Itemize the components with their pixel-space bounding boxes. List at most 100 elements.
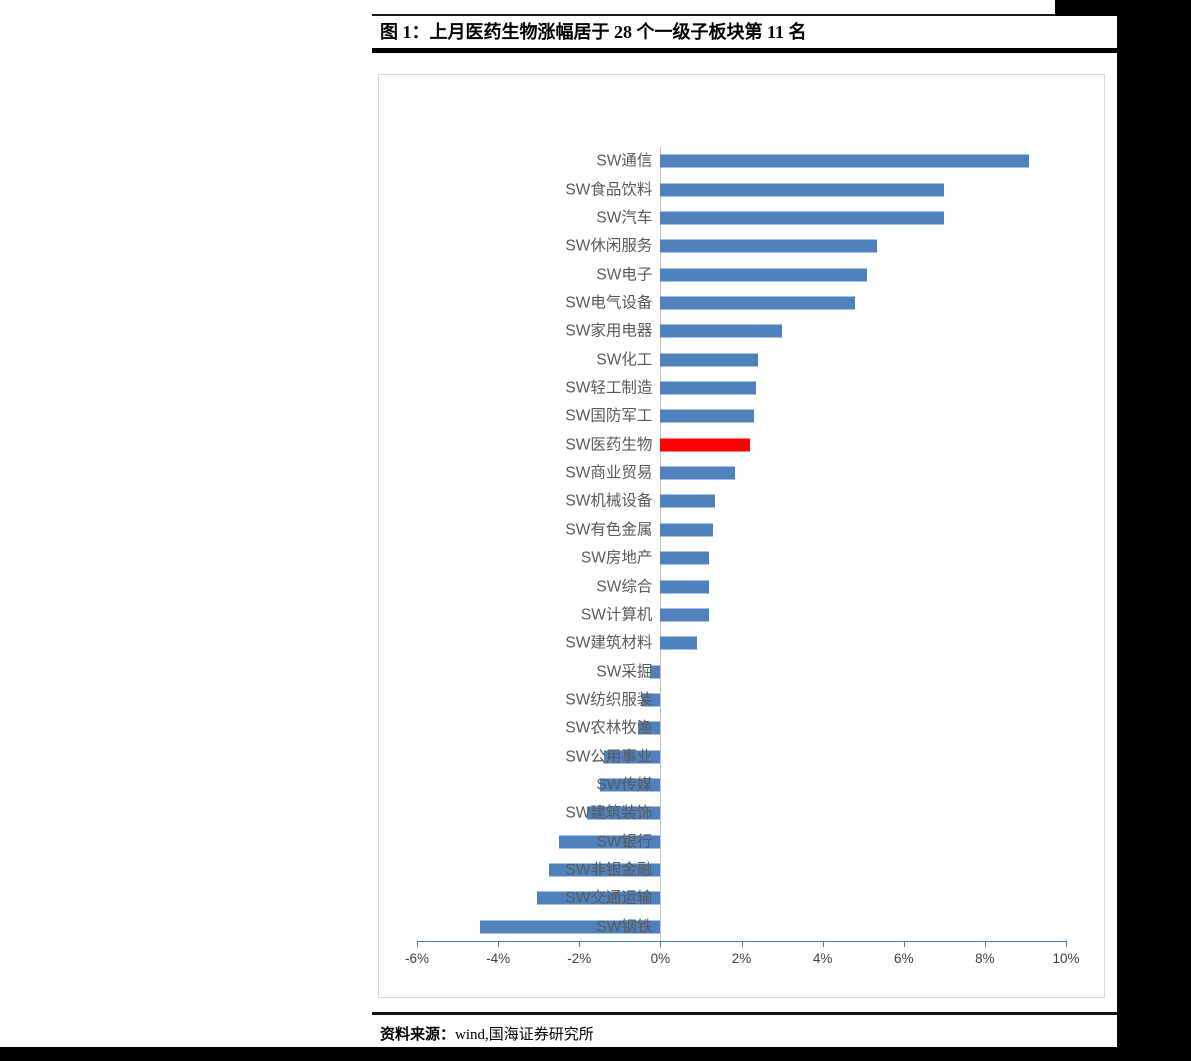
category-label: SW综合 <box>596 577 653 595</box>
category-label: SW国防军工 <box>565 407 653 425</box>
bar-SW通信 <box>660 154 1030 168</box>
chart-row: SW电气设备 <box>417 289 1066 317</box>
bar-SW非银金融 <box>548 863 661 877</box>
x-axis-tick-label: 8% <box>975 951 995 966</box>
x-axis-tick-label: -6% <box>404 951 430 966</box>
x-axis-tick-label: -2% <box>567 951 592 966</box>
bar-SW纺织服装 <box>642 693 661 707</box>
bar-SW农林牧渔 <box>638 721 661 735</box>
category-label: SW家用电器 <box>565 322 653 340</box>
bar-SW汽车 <box>660 211 945 225</box>
page-margin-right <box>1117 0 1191 1061</box>
category-label: SW化工 <box>596 350 653 368</box>
x-axis-tick <box>1066 941 1067 947</box>
chart-row: SW机械设备 <box>417 487 1066 515</box>
category-label: SW农林牧渔 <box>565 719 653 737</box>
x-axis-tick-label: 4% <box>812 951 833 966</box>
bar-SW有色金属 <box>660 523 714 537</box>
bar-SW采掘 <box>650 665 661 679</box>
source-line: 资料来源：wind,国海证券研究所 <box>380 1023 1109 1044</box>
chart-row: SW房地产 <box>417 544 1066 572</box>
chart-row: SW纺织服装 <box>417 686 1066 714</box>
bar-SW交通运输 <box>536 891 661 905</box>
category-label: SW公用事业 <box>565 747 653 765</box>
chart-row: SW休闲服务 <box>417 232 1066 260</box>
category-label: SW非银金融 <box>565 861 653 879</box>
x-axis-tick-label: 6% <box>893 951 914 966</box>
bar-SW商业贸易 <box>660 466 736 480</box>
chart-row: SW非银金融 <box>417 856 1066 884</box>
chart-row: SW电子 <box>417 260 1066 288</box>
bar-SW公用事业 <box>603 750 661 764</box>
chart-row: SW农林牧渔 <box>417 714 1066 742</box>
bar-SW建筑材料 <box>660 636 697 650</box>
bar-SW传媒 <box>599 778 661 792</box>
figure-title: 图 1：上月医药生物涨幅居于 28 个一级子板块第 11 名 <box>380 22 807 42</box>
bar-SW医药生物 <box>660 438 750 452</box>
x-axis-tick <box>984 941 986 947</box>
source-text: wind,国海证券研究所 <box>455 1027 594 1043</box>
x-axis-tick-label: 2% <box>731 951 752 966</box>
source-block: 资料来源：wind,国海证券研究所 <box>372 1012 1117 1044</box>
chart-container: SW通信 SW食品饮料 SW汽车 SW休闲服务 SW电子 SW电气设备 SW家用电器 SW化工… <box>378 74 1105 998</box>
chart-row: SW国防军工 <box>417 402 1066 430</box>
category-label: SW房地产 <box>580 549 653 567</box>
category-label: SW电气设备 <box>565 294 653 312</box>
chart-row: SW通信 <box>417 147 1066 175</box>
page-margin-bottom <box>0 1047 1191 1061</box>
category-label: SW采掘 <box>596 662 653 680</box>
category-label: SW商业贸易 <box>565 464 653 482</box>
bar-SW化工 <box>660 353 758 367</box>
chart-row: SW传媒 <box>417 771 1066 799</box>
category-label: SW医药生物 <box>565 435 653 453</box>
bar-SW建筑装饰 <box>587 806 661 820</box>
plot-area: SW通信 SW食品饮料 SW汽车 SW休闲服务 SW电子 SW电气设备 SW家用电器 SW化工… <box>405 147 1080 966</box>
category-label: SW有色金属 <box>565 521 653 539</box>
chart-row: SW银行 <box>417 828 1066 856</box>
bar-SW计算机 <box>660 608 710 622</box>
chart-row: SW公用事业 <box>417 743 1066 771</box>
x-axis-tick <box>822 941 824 947</box>
bar-SW银行 <box>558 835 661 849</box>
bar-SW综合 <box>660 580 710 594</box>
chart-row: SW建筑装饰 <box>417 799 1066 827</box>
chart-row: SW有色金属 <box>417 516 1066 544</box>
x-axis-tick-label: 0% <box>650 951 671 966</box>
x-axis-tick-label: 10% <box>1052 951 1080 966</box>
bar-SW休闲服务 <box>660 239 878 253</box>
chart-row: SW医药生物 <box>417 431 1066 459</box>
x-axis-tick <box>579 941 581 947</box>
chart-row: SW化工 <box>417 346 1066 374</box>
bar-SW轻工制造 <box>660 381 756 395</box>
x-axis-tick <box>417 941 418 947</box>
category-label: SW钢铁 <box>596 918 653 936</box>
category-label: SW传媒 <box>596 776 653 794</box>
chart-row: SW综合 <box>417 572 1066 600</box>
chart-row: SW家用电器 <box>417 317 1066 345</box>
bar-SW家用电器 <box>660 324 783 338</box>
zero-axis-line <box>660 147 662 948</box>
category-label: SW汽车 <box>596 209 653 227</box>
category-label: SW建筑材料 <box>565 634 653 652</box>
chart-row: SW采掘 <box>417 657 1066 685</box>
x-axis-tick <box>660 941 662 947</box>
bar-SW房地产 <box>660 551 710 565</box>
category-label: SW银行 <box>596 832 653 850</box>
category-label: SW轻工制造 <box>565 379 653 397</box>
chart-row: SW商业贸易 <box>417 459 1066 487</box>
category-label: SW电子 <box>596 265 653 283</box>
category-label: SW通信 <box>596 152 653 170</box>
x-axis-tick <box>498 941 500 947</box>
bar-SW钢铁 <box>479 920 661 934</box>
chart-row: SW轻工制造 <box>417 374 1066 402</box>
source-label: 资料来源： <box>380 1027 456 1043</box>
chart-row: SW汽车 <box>417 204 1066 232</box>
category-label: SW计算机 <box>580 606 653 624</box>
bar-SW食品饮料 <box>660 183 945 197</box>
x-axis-tick <box>903 941 905 947</box>
bar-SW电子 <box>660 268 868 282</box>
x-axis-tick <box>741 941 743 947</box>
category-label: SW机械设备 <box>565 492 653 510</box>
chart-row: SW计算机 <box>417 601 1066 629</box>
